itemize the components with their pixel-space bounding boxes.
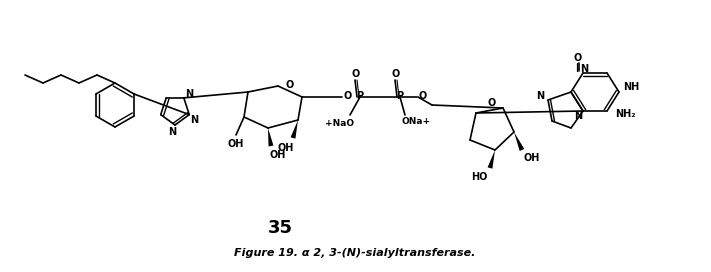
- Text: 35: 35: [267, 219, 292, 237]
- Text: O: O: [487, 98, 496, 109]
- Polygon shape: [268, 128, 274, 146]
- Text: OH: OH: [524, 153, 540, 163]
- Text: O: O: [344, 91, 352, 101]
- Polygon shape: [514, 132, 524, 151]
- Text: Figure 19. α 2, 3-(N)-sialyltransferase.: Figure 19. α 2, 3-(N)-sialyltransferase.: [235, 248, 476, 258]
- Text: O: O: [419, 91, 427, 101]
- Text: N: N: [574, 111, 582, 121]
- Text: ONa+: ONa+: [402, 116, 431, 125]
- Text: OH: OH: [269, 150, 287, 160]
- Text: P: P: [397, 91, 404, 101]
- Text: HO: HO: [471, 172, 487, 182]
- Text: OH: OH: [228, 139, 244, 149]
- Text: O: O: [352, 69, 360, 79]
- Text: N: N: [185, 89, 193, 99]
- Text: OH: OH: [278, 143, 294, 153]
- Text: O: O: [286, 81, 294, 91]
- Text: NH₂: NH₂: [615, 109, 635, 119]
- Polygon shape: [291, 120, 298, 139]
- Text: N: N: [536, 91, 544, 101]
- Text: P: P: [356, 91, 363, 101]
- Text: N: N: [191, 115, 198, 125]
- Text: O: O: [574, 53, 582, 63]
- Text: N: N: [580, 64, 588, 74]
- Text: NH: NH: [623, 82, 639, 92]
- Text: +NaO: +NaO: [326, 119, 355, 128]
- Polygon shape: [488, 150, 495, 169]
- Text: N: N: [168, 127, 176, 137]
- Text: O: O: [392, 69, 400, 79]
